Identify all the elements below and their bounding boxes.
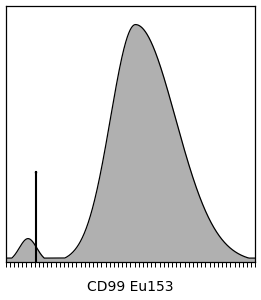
X-axis label: CD99 Eu153: CD99 Eu153 — [87, 280, 174, 294]
